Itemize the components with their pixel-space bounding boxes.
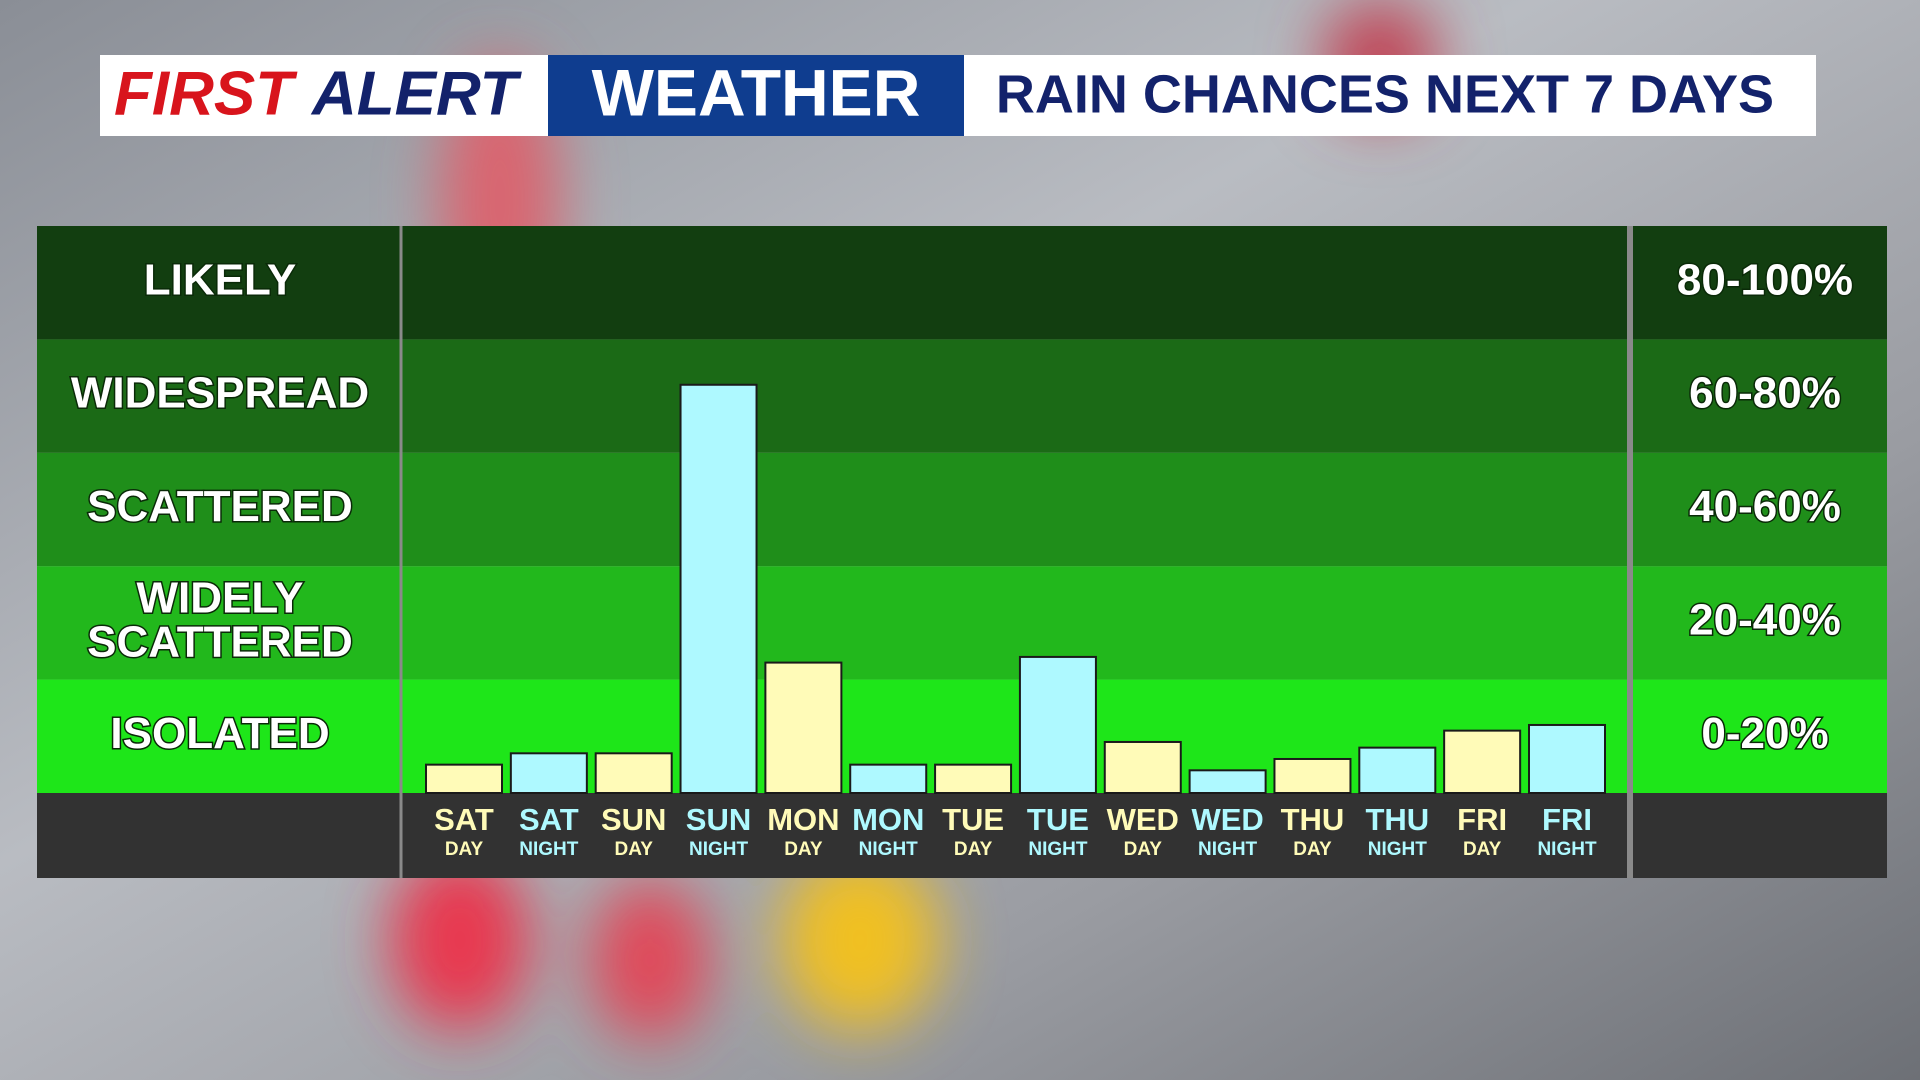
category-strip	[37, 793, 1887, 878]
bar	[1273, 757, 1352, 794]
x-tick-sublabel: DAY	[1293, 839, 1332, 860]
x-tick-label: TUE	[1027, 802, 1089, 837]
x-tick-label: FRI	[1542, 802, 1592, 837]
x-tick-sublabel: DAY	[784, 839, 823, 860]
bar	[679, 383, 758, 794]
x-tick-sublabel: DAY	[615, 839, 654, 860]
range-label: 40-60%	[1689, 482, 1841, 531]
x-tick-sublabel: NIGHT	[1368, 839, 1428, 860]
x-tick-label: SUN	[686, 802, 751, 837]
band-label: ISOLATED	[110, 709, 329, 758]
bar	[849, 763, 928, 795]
x-tick-sublabel: DAY	[445, 839, 484, 860]
band	[37, 566, 1887, 680]
x-tick-label: SAT	[519, 802, 579, 837]
bar	[1018, 655, 1097, 794]
bar	[1188, 769, 1267, 795]
band	[37, 452, 1887, 567]
x-tick-sublabel: NIGHT	[1028, 839, 1088, 860]
x-tick-sublabel: NIGHT	[859, 839, 919, 860]
x-tick-sublabel: DAY	[954, 839, 993, 860]
header-first: FIRST	[114, 59, 298, 128]
header-logo-bg	[100, 55, 548, 136]
header-weather: WEATHER	[592, 55, 921, 129]
header-weather-bg	[548, 55, 964, 136]
bar	[1443, 729, 1522, 795]
x-tick-label: MON	[767, 802, 839, 837]
x-tick-sublabel: NIGHT	[519, 839, 579, 860]
header-alert: ALERT	[310, 59, 523, 128]
bar	[1528, 723, 1606, 795]
bar	[425, 763, 503, 795]
x-tick-sublabel: NIGHT	[689, 839, 749, 860]
bar	[764, 661, 843, 795]
x-tick-label: WED	[1191, 802, 1263, 837]
bar	[594, 752, 673, 794]
band-label: SCATTERED	[87, 482, 353, 531]
x-tick-sublabel: NIGHT	[1198, 839, 1258, 860]
range-label: 60-80%	[1689, 369, 1841, 418]
band-label: SCATTERED	[87, 618, 353, 667]
x-tick-label: SAT	[434, 802, 494, 837]
range-label: 0-20%	[1701, 709, 1828, 758]
x-tick-sublabel: DAY	[1463, 839, 1502, 860]
x-tick-label: TUE	[942, 802, 1004, 837]
band-label: LIKELY	[144, 255, 296, 304]
plot: LIKELY 80-100% WIDESPREAD 60-80% SCATTERED 40…	[37, 226, 1887, 860]
x-tick-label: FRI	[1457, 802, 1507, 837]
bar	[934, 763, 1013, 795]
band	[37, 226, 1887, 340]
header-title-bg	[964, 55, 1816, 136]
x-tick-sublabel: DAY	[1124, 839, 1163, 860]
range-label: 80-100%	[1677, 255, 1853, 304]
x-tick-label: THU	[1365, 802, 1429, 837]
x-tick-label: SUN	[601, 802, 666, 837]
x-tick-label: MON	[852, 802, 924, 837]
bar	[509, 752, 588, 794]
bar	[1103, 740, 1182, 794]
band-label: WIDELY	[136, 574, 303, 623]
x-tick-label: WED	[1107, 802, 1179, 837]
chart-title: RAIN CHANCES NEXT 7 DAYS	[996, 64, 1774, 124]
x-tick-sublabel: NIGHT	[1537, 839, 1597, 860]
range-label: 20-40%	[1689, 596, 1841, 645]
band	[37, 339, 1887, 453]
bar	[1358, 746, 1437, 795]
band-label: WIDESPREAD	[71, 369, 369, 418]
x-tick-label: THU	[1281, 802, 1345, 837]
